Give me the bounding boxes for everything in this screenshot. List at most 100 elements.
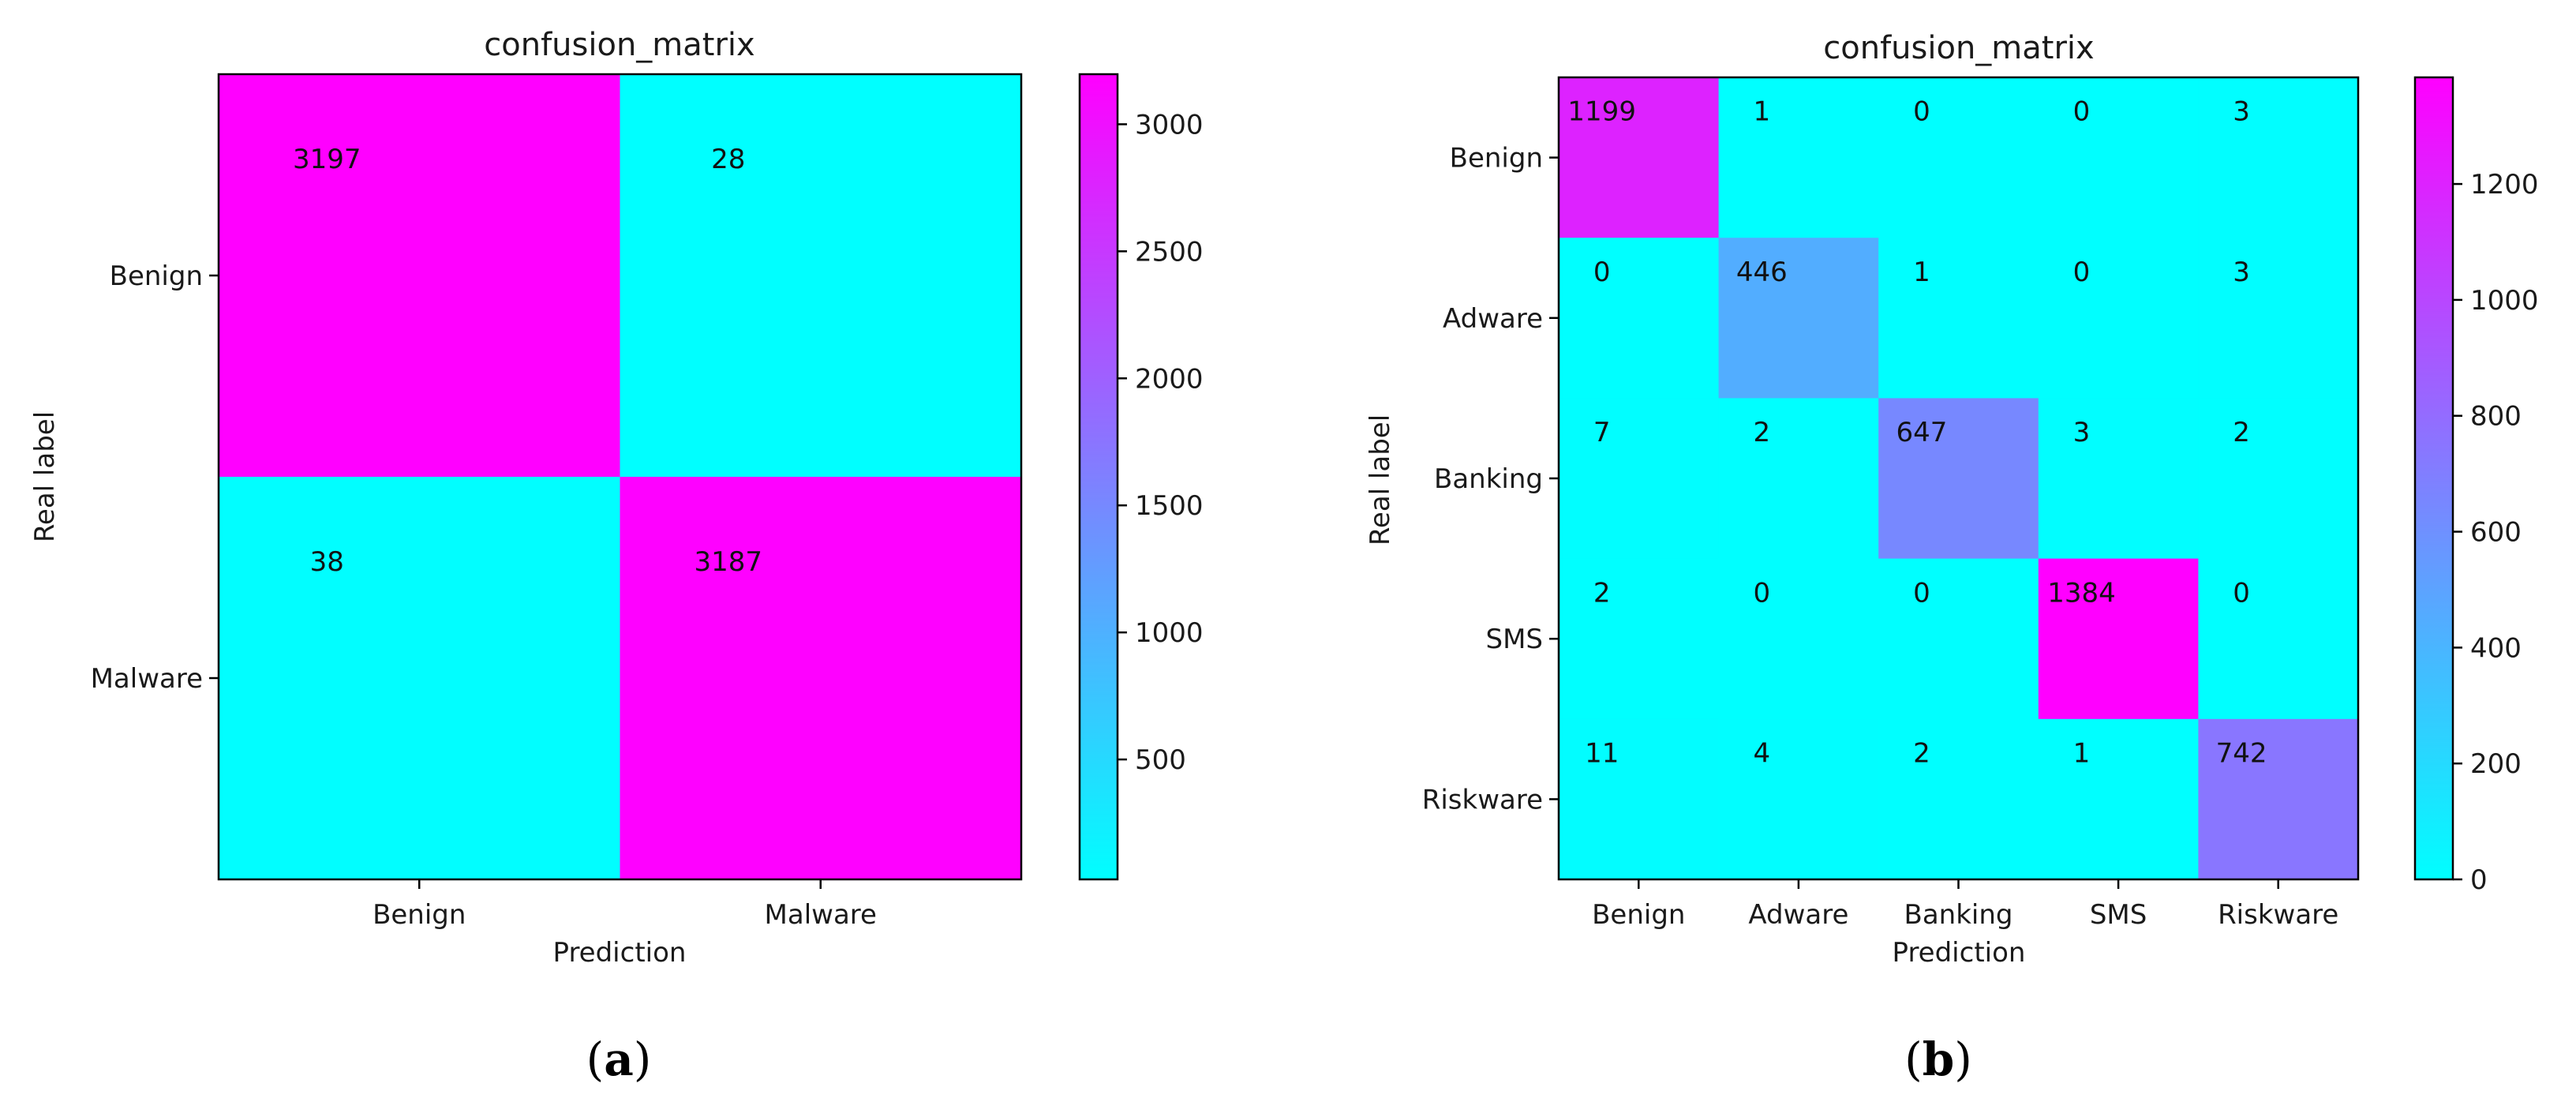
colorbar-ticks: 0 200 400 600 800 1000 1200 (2453, 169, 2539, 896)
x-axis-label: Prediction (553, 937, 687, 969)
y-axis-label: Real label (1365, 414, 1396, 545)
heatmap-cell (620, 477, 1022, 880)
heatmap-cell (1718, 558, 1879, 720)
heatmap-cell (1718, 77, 1879, 238)
heatmap-cell (1878, 77, 2039, 238)
colorbar (2413, 76, 2454, 881)
heatmap-cell (1878, 718, 2039, 880)
colorbar-tick-label: 1500 (1135, 490, 1204, 522)
heatmap-cell (1559, 718, 1720, 880)
cell-value-label: 0 (1593, 257, 1611, 288)
y-axis: Benign Malware (91, 261, 219, 695)
cell-value-label: 11 (1585, 737, 1619, 769)
heatmap-cell (1878, 398, 2039, 560)
cell-value-label: 3 (2233, 257, 2250, 288)
x-tick-label: Malware (765, 899, 877, 931)
x-tick-label: Riskware (2218, 899, 2338, 931)
cell-value-label: 0 (1913, 96, 1930, 128)
colorbar-tick-label: 0 (2470, 864, 2488, 896)
colorbar-tick-label: 2000 (1135, 363, 1204, 395)
cell-value-label: 1 (1753, 96, 1770, 128)
cell-value-label: 7 (1593, 417, 1611, 448)
y-tick-label: Adware (1443, 303, 1543, 335)
heatmap-cell (1718, 718, 1879, 880)
heatmap-cell (1559, 398, 1720, 560)
cell-value-label: 2 (2233, 417, 2250, 448)
y-axis-label: Real label (29, 411, 61, 542)
heatmap-cell (2038, 77, 2199, 238)
heatmap-cell (1718, 398, 1879, 560)
caption-paren-close: ) (1954, 1033, 1972, 1086)
x-axis: Benign Adware Banking SMS Riskware (1592, 879, 2338, 931)
cell-value-label: 2 (1753, 417, 1770, 448)
heatmap-cell (1878, 238, 2039, 399)
cell-value-label: 3187 (695, 546, 763, 578)
panel-caption-a: (a) (586, 1033, 652, 1086)
cell-value-label: 1 (1913, 257, 1930, 288)
cell-value-label: 28 (711, 144, 745, 175)
heatmap-cell (2038, 558, 2199, 720)
caption-letter: b (1923, 1033, 1955, 1086)
cell-value-label: 38 (310, 546, 344, 578)
heatmap-cell (1559, 238, 1720, 399)
cell-value-label: 0 (2073, 96, 2091, 128)
panel-caption-b: (b) (1904, 1033, 1972, 1086)
colorbar-tick-label: 1200 (2470, 169, 2539, 201)
y-tick-label: Benign (1450, 143, 1543, 174)
colorbar-tick-label: 1000 (2470, 285, 2539, 317)
y-tick-label: Benign (110, 261, 203, 292)
heatmap-cell (219, 74, 621, 478)
colorbar-gradient (1078, 73, 1119, 881)
heatmap-cell (2038, 398, 2199, 560)
cell-value-label: 2 (1913, 737, 1930, 769)
chart-title: confusion_matrix (1823, 30, 2094, 66)
y-tick-label: SMS (1486, 624, 1544, 655)
y-axis: Benign Adware Banking SMS Riskware (1422, 143, 1559, 815)
cell-value-label: 742 (2216, 737, 2267, 769)
plot-frame (217, 73, 1023, 881)
cell-value-label: 647 (1896, 417, 1947, 448)
colorbar (1078, 73, 1119, 881)
colorbar-tick-label: 500 (1135, 744, 1186, 776)
cell-value-label: 0 (1913, 577, 1930, 609)
cell-value-label: 3197 (293, 144, 361, 175)
heatmap-cell (2038, 718, 2199, 880)
caption-paren-close: ) (634, 1033, 652, 1086)
x-axis-label: Prediction (1893, 937, 2026, 969)
heatmap-cell (2038, 238, 2199, 399)
x-tick-label: Benign (1592, 899, 1685, 931)
caption-paren-open: ( (586, 1033, 605, 1086)
heatmap-cells: 1199 1 0 0 3 0 446 1 0 3 7 2 647 3 2 2 0 0 1384 0 11 4 2 1 742 (1559, 77, 2359, 880)
y-tick-label: Malware (91, 663, 203, 695)
confusion-matrix-panel-a: confusion_matrix 3197 28 38 3187 Benign Malw… (29, 27, 1204, 1086)
heatmap-cell (219, 477, 621, 880)
colorbar-tick-label: 800 (2470, 401, 2522, 433)
y-tick-label: Riskware (1422, 784, 1543, 815)
colorbar-tick-label: 3000 (1135, 109, 1204, 141)
colorbar-tick-label: 400 (2470, 632, 2522, 664)
x-tick-label: Benign (373, 899, 466, 931)
chart-title: confusion_matrix (484, 27, 754, 63)
heatmap-cell (1718, 238, 1879, 399)
cell-value-label: 3 (2073, 417, 2091, 448)
x-tick-label: Adware (1748, 899, 1848, 931)
heatmap-cell (1559, 77, 1720, 238)
cell-value-label: 1384 (2047, 577, 2116, 609)
heatmap-cell (2198, 77, 2359, 238)
cell-value-label: 3 (2233, 96, 2250, 128)
colorbar-tick-label: 600 (2470, 517, 2522, 549)
cell-value-label: 1 (2073, 737, 2091, 769)
cell-value-label: 446 (1736, 257, 1788, 288)
cell-value-label: 0 (1753, 577, 1770, 609)
colorbar-tick-label: 200 (2470, 748, 2522, 780)
heatmap-cells: 3197 28 38 3187 (219, 74, 1022, 880)
confusion-matrix-panel-b: confusion_matrix 1199 1 0 0 3 0 446 1 0 3 7 2 647 3 2 2… (1365, 30, 2539, 1086)
x-tick-label: Banking (1904, 899, 2013, 931)
heatmap-cell (2198, 718, 2359, 880)
x-axis: Benign Malware (373, 879, 877, 931)
heatmap-cell (1559, 558, 1720, 720)
caption-letter: a (604, 1033, 634, 1086)
heatmap-cell (2198, 558, 2359, 720)
cell-value-label: 2 (1593, 577, 1611, 609)
heatmap-cell (2198, 238, 2359, 399)
